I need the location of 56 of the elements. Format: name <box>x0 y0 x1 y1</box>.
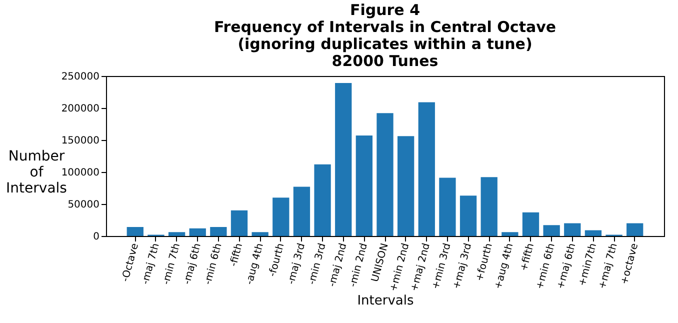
x-tick-label: +maj 2nd <box>409 242 432 293</box>
x-tick-label: +min7th <box>577 242 600 288</box>
x-tick-label: -maj 7th <box>140 242 162 286</box>
bar <box>252 232 268 236</box>
x-tick-label: -Octave <box>120 242 141 284</box>
y-tick-label: 50000 <box>68 200 100 210</box>
y-tick-label: 200000 <box>61 104 100 114</box>
y-tick-label: 0 <box>93 232 100 242</box>
bar <box>480 177 498 236</box>
bar <box>356 136 373 236</box>
x-tick-label: +min 3rd <box>430 242 454 291</box>
bar <box>626 223 644 236</box>
bar <box>584 230 602 236</box>
bar <box>189 228 206 236</box>
y-tick-label: 250000 <box>61 72 100 82</box>
x-tick-label: +maj 6th <box>555 242 578 290</box>
x-tick-label: -min 2nd <box>348 242 370 288</box>
x-tick-label: +fourth <box>474 242 495 282</box>
x-tick-label: -maj 6th <box>182 242 204 286</box>
x-tick-label: -maj 2nd <box>327 242 350 288</box>
bar <box>522 212 540 236</box>
bar <box>293 186 310 236</box>
x-axis-title: Intervals <box>357 294 414 309</box>
bar <box>418 102 435 236</box>
bar <box>564 223 581 236</box>
bar <box>210 227 227 236</box>
x-tick-label: +min 6th <box>534 242 558 290</box>
bar <box>230 210 248 236</box>
x-tick-label: -maj 3rd <box>286 242 308 286</box>
x-tick-label: -fifth <box>228 242 246 268</box>
x-tick-label: -min 6th <box>202 242 224 286</box>
bar <box>272 198 290 236</box>
bar <box>314 164 331 236</box>
bar <box>397 136 414 236</box>
x-tick-label: -aug 4th <box>244 242 266 286</box>
bar <box>543 225 560 236</box>
x-tick-label: +fifth <box>518 242 537 272</box>
bar <box>168 232 186 236</box>
bar <box>502 232 518 236</box>
bar <box>376 113 394 236</box>
x-tick-label: -min 3rd <box>306 242 328 286</box>
x-tick-label: -min 7th <box>161 242 183 286</box>
chart-title: Figure 4 Frequency of Intervals in Central Octave (ignoring duplicates within a tune) 82000 Tunes <box>214 1 556 70</box>
x-tick-label: +maj 7th <box>597 242 620 290</box>
x-tick-label: +maj 3rd <box>451 242 474 290</box>
y-tick-label: 100000 <box>61 168 100 178</box>
x-tick-label: UNISON <box>370 242 391 284</box>
x-tick-label: +aug 4th <box>492 242 516 290</box>
x-tick-label: +min 2nd <box>388 242 412 293</box>
bar <box>335 83 352 236</box>
bar <box>439 178 456 236</box>
bar <box>126 227 144 236</box>
bar <box>460 196 477 236</box>
x-tick-label: +octave <box>619 242 641 286</box>
x-tick-label: -fourth <box>267 242 287 278</box>
y-tick-label: 150000 <box>61 136 100 146</box>
